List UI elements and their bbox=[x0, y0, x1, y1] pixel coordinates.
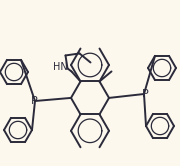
Text: P: P bbox=[142, 89, 148, 99]
Text: HN: HN bbox=[53, 62, 68, 72]
Text: P: P bbox=[31, 96, 37, 106]
